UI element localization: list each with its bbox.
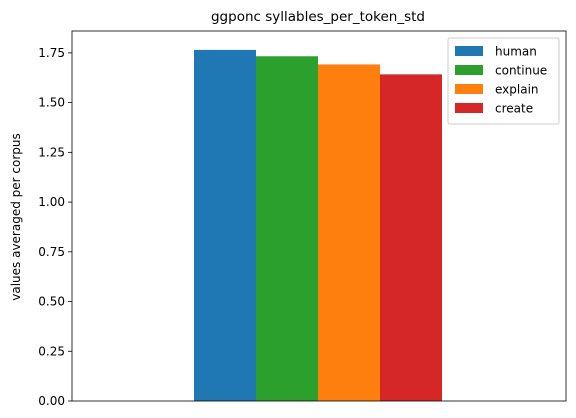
legend-label-continue: continue [495, 64, 547, 78]
y-axis: 0.00 0.25 0.50 0.75 1.00 1.25 1.50 1.75 [38, 46, 72, 408]
y-tick-label: 0.00 [38, 394, 65, 408]
legend-swatch-continue [455, 65, 483, 75]
chart-title: ggponc syllables_per_token_std [211, 9, 425, 25]
legend-label-human: human [495, 45, 537, 59]
y-tick-label: 1.75 [38, 46, 65, 60]
legend-swatch-human [455, 46, 483, 56]
y-axis-label: values averaged per corpus [9, 133, 23, 301]
legend-swatch-explain [455, 84, 483, 94]
y-tick-label: 1.50 [38, 96, 65, 110]
bar-human [194, 49, 256, 401]
y-tick-label: 1.25 [38, 145, 65, 159]
legend-box [447, 37, 560, 125]
plot-frame [71, 30, 567, 402]
bars-group [194, 49, 442, 402]
y-tick-label: 0.75 [38, 245, 65, 259]
bar-continue [256, 56, 318, 402]
legend-label-explain: explain [495, 83, 539, 97]
legend: human continue explain create [447, 37, 560, 125]
bar-explain [318, 64, 380, 401]
y-tick-label: 0.25 [38, 344, 65, 358]
bar-create [380, 74, 442, 401]
legend-swatch-create [455, 103, 483, 113]
legend-label-create: create [495, 102, 533, 116]
y-tick-label: 1.00 [38, 195, 65, 209]
y-tick-label: 0.50 [38, 295, 65, 309]
